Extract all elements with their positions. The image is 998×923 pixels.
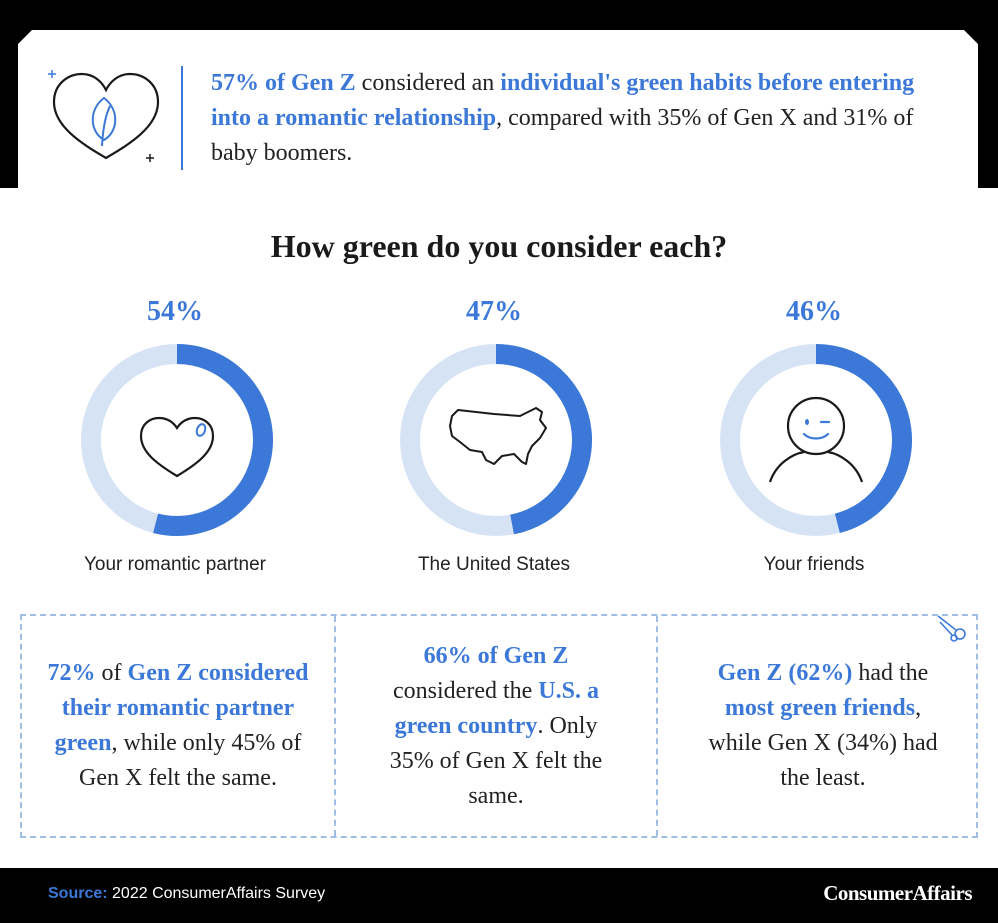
donut-category-label: Your friends	[763, 554, 865, 575]
highlighted-text: Gen Z (62%)	[717, 660, 853, 686]
fact-text: Gen Z (62%) had the most green friends, …	[698, 656, 948, 796]
donut-value-arc	[495, 344, 592, 535]
body-text: considered an	[355, 70, 501, 96]
highlighted-text: 66% of Gen Z	[423, 642, 569, 669]
donut-value-arc	[815, 344, 913, 533]
highlighted-text: most green friends	[724, 695, 916, 721]
donut-category-label: Your romantic partner	[83, 554, 266, 575]
donut-united-states: 47% The United States	[374, 296, 614, 586]
donut-value-label: 54%	[147, 296, 203, 327]
highlighted-text: individual's green habits before enterin…	[211, 70, 915, 131]
body-text: had the	[852, 660, 929, 686]
header-card: 57% of Gen Z considered an individual's …	[18, 30, 978, 206]
donut-category-label: The United States	[417, 554, 571, 575]
donut-value-label: 47%	[466, 296, 522, 327]
fact-divider	[656, 616, 658, 836]
facts-box: 72% of Gen Z considered their romantic p…	[20, 614, 978, 838]
us-map-icon	[449, 407, 547, 465]
source-label: Source:	[48, 885, 108, 902]
heart-icon	[139, 416, 215, 478]
donut-ring	[400, 344, 592, 536]
body-text: considered the	[393, 677, 539, 704]
donut-romantic-partner: 54% Your romantic partner	[55, 296, 295, 586]
body-text: , while only 45% of Gen X felt the same.	[79, 730, 302, 791]
header-statement: 57% of Gen Z considered an individual's …	[211, 66, 951, 171]
scissors-icon	[937, 615, 966, 642]
highlighted-text: U.S. a green country	[394, 677, 599, 739]
highlighted-text: 72%	[47, 660, 96, 686]
body-text: , while Gen X (34%) had the least.	[708, 695, 938, 791]
brand-logo: ConsumerAffairs	[823, 881, 972, 905]
body-text: , compared with 35% of Gen X and 31% of …	[211, 105, 914, 166]
body-text: of	[95, 660, 128, 686]
footer: Source: 2022 ConsumerAffairs Survey Cons…	[0, 868, 998, 923]
heart-leaf-icon	[46, 66, 166, 166]
highlighted-text: Gen Z considered their romantic partner …	[54, 660, 309, 756]
fact-text: 72% of Gen Z considered their romantic p…	[42, 656, 314, 796]
donut-ring	[720, 344, 913, 536]
chart-title: How green do you consider each?	[270, 228, 728, 264]
smiling-face-icon	[768, 396, 864, 483]
body-text: . Only 35% of Gen X felt the same.	[389, 712, 603, 809]
source-text: 2022 ConsumerAffairs Survey	[107, 885, 326, 902]
fact-friends: Gen Z (62%) had the most green friends, …	[698, 616, 948, 836]
fact-divider	[334, 616, 336, 836]
donut-value-arc	[153, 344, 273, 536]
fact-romantic-partner: 72% of Gen Z considered their romantic p…	[42, 616, 314, 836]
fact-united-states: 66% of Gen Z considered the U.S. a green…	[374, 616, 618, 836]
donut-value-label: 46%	[786, 296, 842, 327]
fact-text: 66% of Gen Z considered the U.S. a green…	[374, 639, 618, 814]
donut-friends: 46% Your friends	[694, 296, 934, 586]
header-divider	[181, 66, 183, 170]
highlighted-text: 57% of Gen Z	[211, 70, 356, 96]
footer-source: Source: 2022 ConsumerAffairs Survey	[48, 885, 325, 903]
donut-ring	[81, 344, 273, 536]
